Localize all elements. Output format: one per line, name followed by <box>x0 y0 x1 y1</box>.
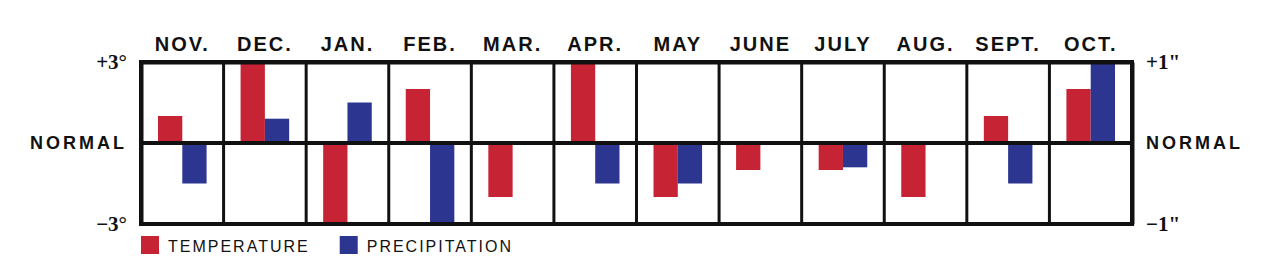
x-axis: NOV. DEC. JAN. FEB. MAR. APR. MAY JUNE JULY AUG. S… <box>142 33 1133 63</box>
tick: MAR. <box>483 33 542 62</box>
tick-label: −1" <box>1146 212 1180 236</box>
normal-line <box>141 141 1132 145</box>
tick-label: APR. <box>567 33 623 55</box>
tick: NORMAL <box>1132 133 1243 153</box>
tick: DEC. <box>237 33 293 62</box>
tick: APR. <box>567 33 623 62</box>
tick-label: FEB. <box>403 33 457 55</box>
tick: JAN. <box>321 33 375 62</box>
axis-line <box>142 61 1133 65</box>
y2-axis: +1" NORMAL −1" <box>1132 50 1243 236</box>
legend-swatch <box>141 236 159 254</box>
legend-item: PRECIPITATION <box>340 236 513 255</box>
tick-label: +1" <box>1146 50 1180 74</box>
tick-label: NOV. <box>155 33 210 55</box>
bar <box>323 143 347 224</box>
chart: NOV. DEC. JAN. FEB. MAR. APR. MAY JUNE JULY AUG. S… <box>0 0 1280 280</box>
legend: TEMPERATURE PRECIPITATION <box>141 236 513 255</box>
axis-line <box>1131 63 1135 225</box>
bar <box>595 143 619 184</box>
tick: −3° <box>96 212 141 236</box>
plot-frame <box>141 62 1132 224</box>
tick: NORMAL <box>30 133 141 153</box>
bar <box>265 119 289 143</box>
bar <box>984 116 1008 143</box>
bar <box>1008 143 1032 184</box>
legend-item: TEMPERATURE <box>141 236 310 255</box>
tick-label: JUNE <box>730 33 791 55</box>
tick-label: −3° <box>96 212 127 236</box>
tick: JUNE <box>730 33 791 62</box>
plot-background <box>141 62 1132 224</box>
tick-label: MAR. <box>483 33 542 55</box>
tick: MAY <box>653 33 702 62</box>
tick-label: +3° <box>96 50 127 74</box>
tick-label: NORMAL <box>1146 133 1243 153</box>
tick: −1" <box>1132 212 1180 236</box>
bar <box>654 143 678 197</box>
bar <box>901 143 925 197</box>
legend-swatch <box>340 236 358 254</box>
tick: NOV. <box>155 33 210 62</box>
tick: JULY <box>814 33 871 62</box>
bar <box>1066 89 1090 143</box>
bar <box>678 143 702 184</box>
tick-label: JULY <box>814 33 871 55</box>
tick: SEPT. <box>975 33 1041 62</box>
bar <box>488 143 512 197</box>
bar <box>406 89 430 143</box>
tick-label: DEC. <box>237 33 293 55</box>
frame <box>141 62 1132 224</box>
bar <box>347 103 371 144</box>
bar <box>241 62 265 143</box>
bar <box>158 116 182 143</box>
axis-line <box>140 63 144 225</box>
tick-label: MAY <box>653 33 702 55</box>
bar <box>430 143 454 224</box>
bar <box>843 143 867 167</box>
tick-label: JAN. <box>321 33 375 55</box>
bar <box>736 143 760 170</box>
tick: AUG. <box>897 33 955 62</box>
tick: OCT. <box>1064 33 1118 62</box>
y-axis: +3° NORMAL −3° <box>30 50 142 236</box>
tick-label: NORMAL <box>30 133 127 153</box>
tick-label: OCT. <box>1064 33 1118 55</box>
tick: +3° <box>96 50 141 74</box>
bar <box>819 143 843 170</box>
tick: FEB. <box>403 33 457 62</box>
bar <box>1091 62 1115 143</box>
bar <box>182 143 206 184</box>
tick-label: SEPT. <box>975 33 1041 55</box>
tick-label: AUG. <box>897 33 955 55</box>
legend-label: PRECIPITATION <box>367 238 513 255</box>
bar <box>571 62 595 143</box>
legend-label: TEMPERATURE <box>168 238 310 255</box>
tick: +1" <box>1132 50 1180 74</box>
